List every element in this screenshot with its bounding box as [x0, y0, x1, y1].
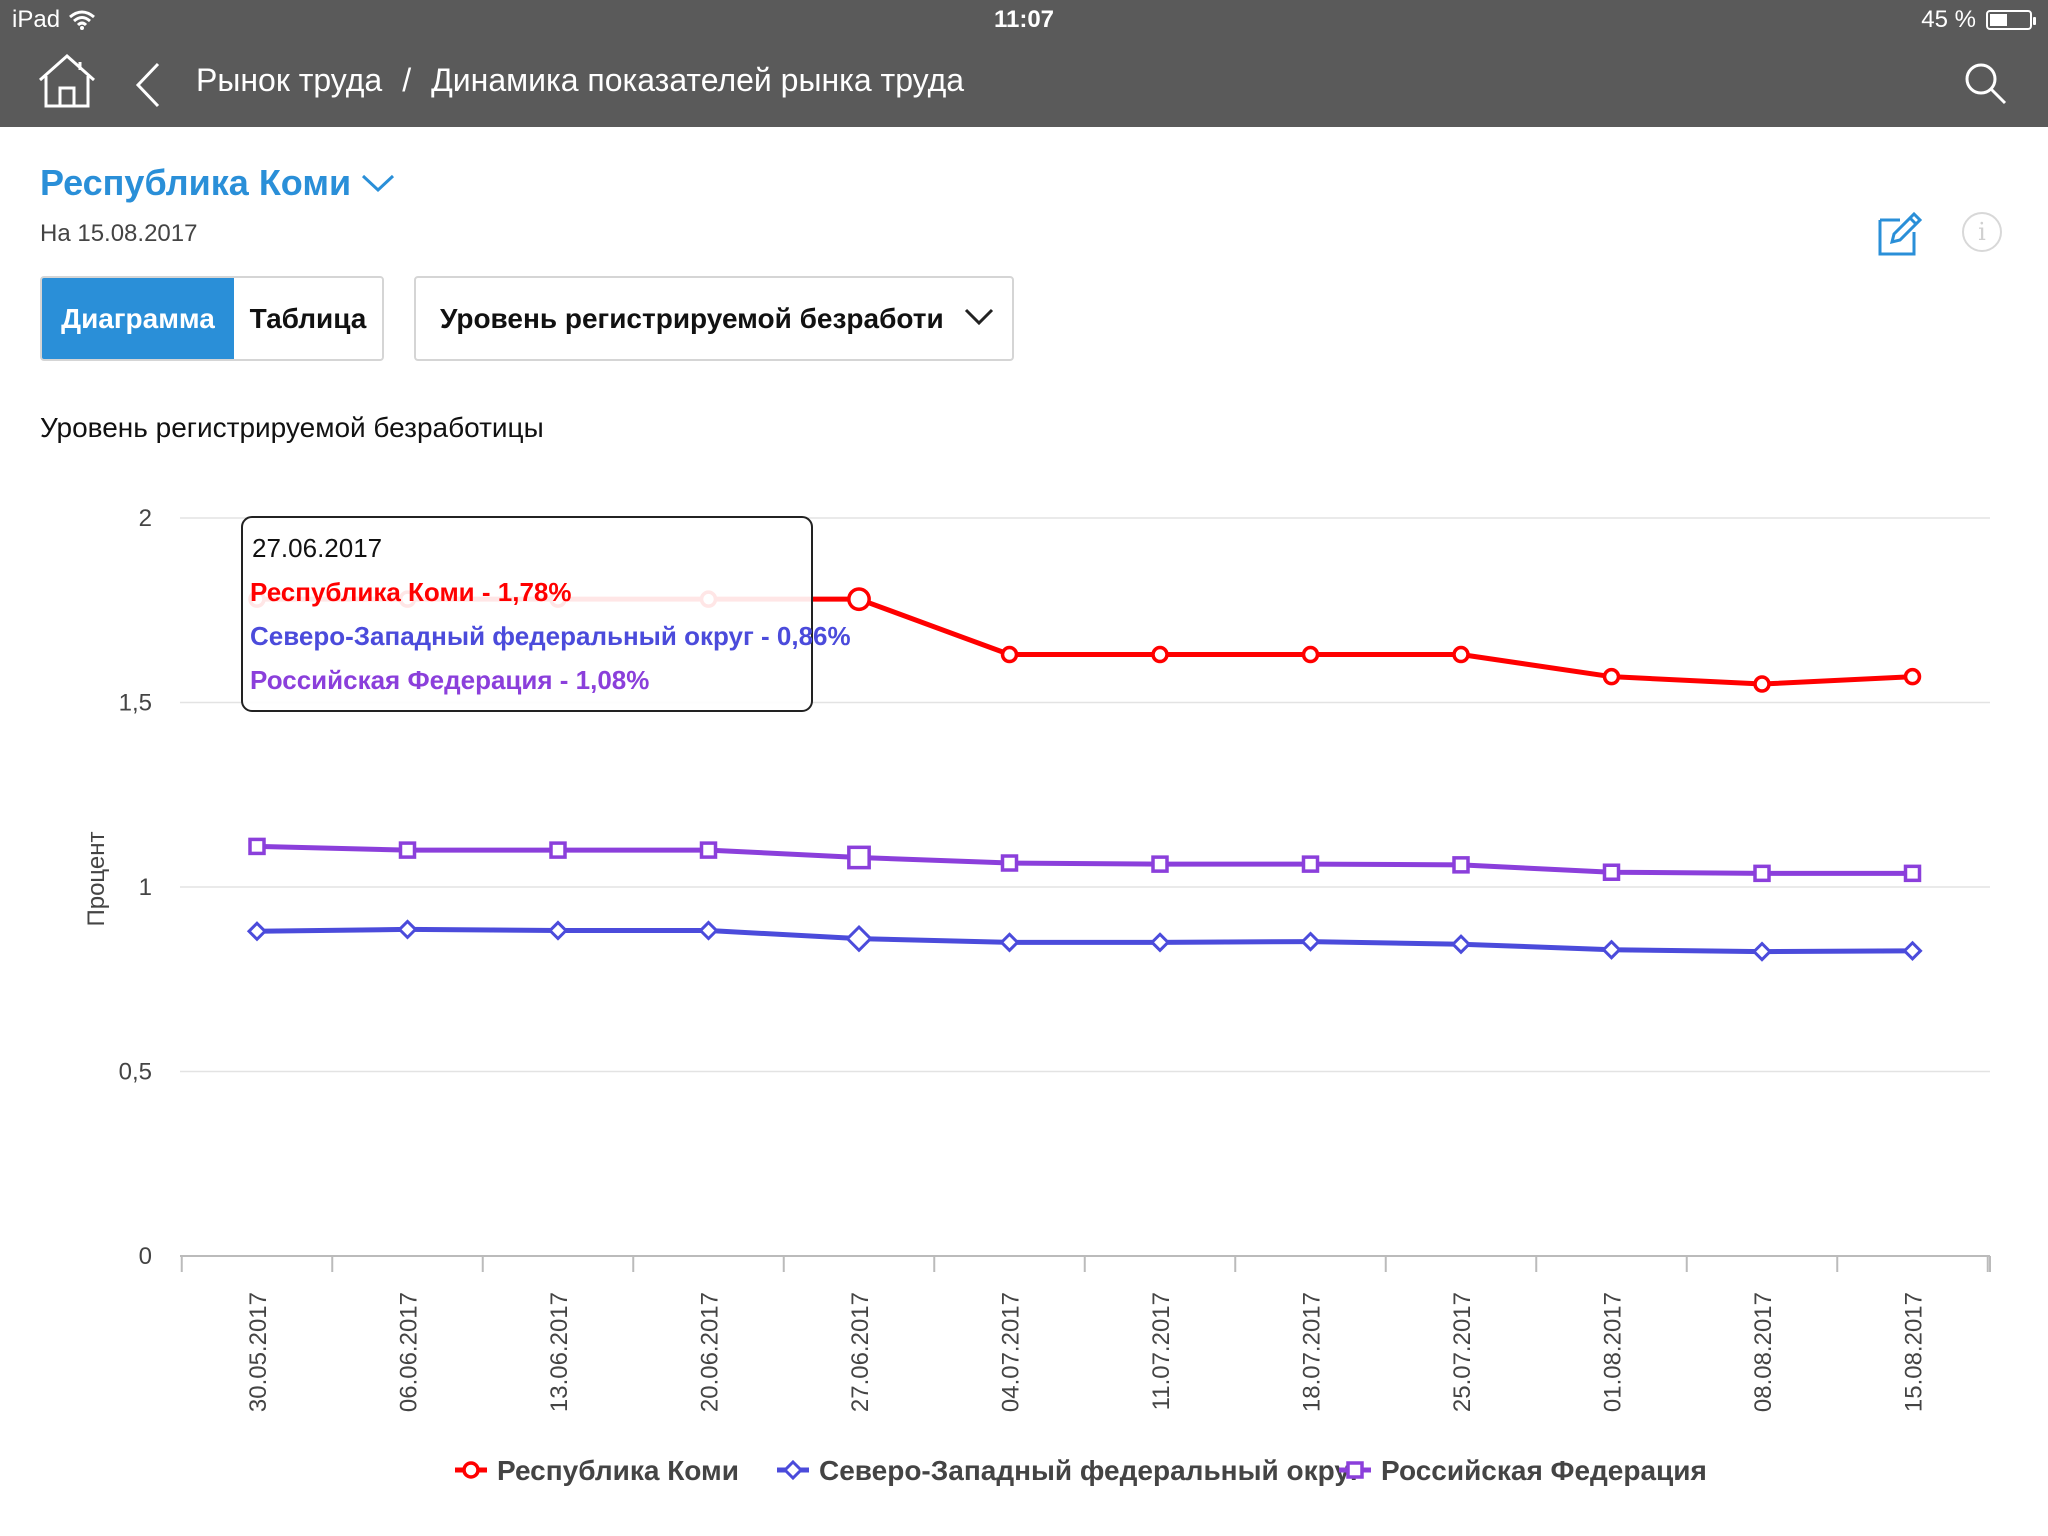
data-point	[845, 924, 873, 953]
chevron-down-icon	[964, 308, 994, 326]
tooltip-date: 27.06.2017	[252, 533, 382, 563]
device-name: iPad	[12, 6, 61, 33]
data-point	[999, 932, 1020, 953]
legend-marker	[462, 1461, 480, 1479]
breadcrumb-current: Динамика показателей рынка труда	[431, 62, 965, 98]
data-point	[1452, 645, 1470, 664]
data-point	[1301, 645, 1320, 664]
region-name: Республика Коми	[40, 162, 352, 203]
legend-item: Северо-Западный федеральный округ	[819, 1455, 1362, 1486]
x-tick-label: 30.05.2017	[245, 1292, 272, 1412]
wifi-icon	[69, 10, 96, 30]
y-axis-label: Процент	[83, 831, 110, 926]
data-point	[398, 841, 417, 859]
battery-percent: 45 %	[1921, 6, 1976, 33]
y-tick-label: 1	[139, 874, 152, 901]
series-line	[256, 926, 1913, 955]
data-point	[699, 841, 718, 859]
tooltip-box	[241, 516, 813, 712]
tooltip-line: Северо-Западный федеральный округ - 0,86…	[250, 621, 851, 651]
view-toggle: Диаграмма Таблица	[40, 276, 384, 361]
chevron-left-icon[interactable]	[128, 60, 168, 110]
data-point	[1151, 855, 1169, 873]
indicator-select[interactable]: Уровень регистрируемой безработи	[414, 276, 1014, 361]
data-point	[1902, 940, 1923, 961]
battery-icon	[1986, 10, 2036, 30]
data-point	[1452, 856, 1470, 874]
data-point	[1151, 645, 1169, 664]
y-tick-label: 1,5	[119, 690, 152, 717]
home-icon[interactable]	[36, 52, 98, 110]
x-tick-label: 25.07.2017	[1449, 1292, 1476, 1412]
legend-marker	[782, 1459, 804, 1481]
info-icon[interactable]: i	[1962, 212, 2002, 252]
status-right: 45 %	[1921, 6, 2036, 34]
as-of-date: На 15.08.2017	[40, 220, 198, 247]
legend-marker	[1346, 1461, 1364, 1479]
data-point	[1301, 855, 1320, 873]
data-point	[1903, 667, 1922, 686]
x-tick-label: 13.06.2017	[546, 1292, 573, 1412]
data-point	[847, 587, 871, 612]
data-point	[1149, 932, 1171, 953]
battery-fill	[1990, 14, 2008, 26]
legend-item: Российская Федерация	[1381, 1455, 1707, 1486]
y-tick-label: 0	[139, 1243, 152, 1270]
x-tick-label: 08.08.2017	[1750, 1292, 1777, 1412]
breadcrumb-separator: /	[402, 62, 412, 98]
tooltip-line: Российская Федерация - 1,08%	[250, 665, 649, 695]
data-point	[1602, 863, 1621, 881]
breadcrumb-labor-market[interactable]: Рынок труда	[196, 62, 383, 98]
indicator-select-value: Уровень регистрируемой безработи	[440, 302, 944, 334]
x-tick-label: 15.08.2017	[1901, 1292, 1928, 1412]
chart-title: Уровень регистрируемой безработицы	[40, 412, 544, 443]
status-time: 11:07	[993, 6, 1055, 33]
data-point	[397, 919, 418, 940]
search-icon[interactable]	[1962, 60, 2008, 106]
region-selector[interactable]: Республика Коми	[40, 162, 395, 204]
data-point	[698, 920, 719, 941]
data-point	[847, 845, 871, 870]
status-left: iPad	[12, 6, 96, 34]
breadcrumb: Рынок труда / Динамика показателей рынка…	[196, 62, 964, 99]
data-point	[1753, 864, 1771, 883]
edit-icon[interactable]	[1874, 210, 1922, 258]
data-point	[1300, 931, 1321, 952]
data-point	[1601, 939, 1622, 960]
y-tick-label: 0,5	[119, 1059, 152, 1086]
x-tick-label: 01.08.2017	[1600, 1292, 1627, 1412]
y-tick-label: 2	[139, 505, 152, 532]
line-chart: 0 0,5 1 1,5 2 30.05.2017 06.06.2017 13.06.2017 2…	[83, 505, 1991, 1486]
data-point	[1450, 934, 1472, 955]
data-point	[1903, 864, 1922, 883]
x-tick-label: 18.07.2017	[1299, 1292, 1326, 1412]
top-bar: iPad 11:07 45 % Рынок труда / Динамика п…	[0, 0, 2048, 127]
x-tick-label: 27.06.2017	[847, 1292, 874, 1412]
series-line	[256, 843, 1913, 876]
data-point	[246, 921, 268, 942]
x-tick-label: 04.07.2017	[998, 1292, 1025, 1412]
data-point	[549, 841, 567, 859]
tooltip-line: Республика Коми - 1,78%	[250, 577, 572, 607]
x-tick-label: 20.06.2017	[697, 1292, 724, 1412]
data-point	[248, 837, 266, 856]
tab-chart[interactable]: Диаграмма	[42, 278, 234, 359]
data-point	[1751, 941, 1773, 962]
x-tick-label: 06.06.2017	[396, 1292, 423, 1412]
x-tick-label: 11.07.2017	[1148, 1292, 1175, 1410]
tab-table[interactable]: Таблица	[234, 278, 382, 359]
data-point	[1602, 667, 1621, 686]
legend-item: Республика Коми	[497, 1455, 739, 1486]
data-point	[547, 920, 569, 941]
data-point	[1000, 854, 1019, 872]
chevron-down-icon	[362, 174, 395, 193]
data-point	[1000, 645, 1019, 664]
data-point	[1753, 675, 1771, 693]
